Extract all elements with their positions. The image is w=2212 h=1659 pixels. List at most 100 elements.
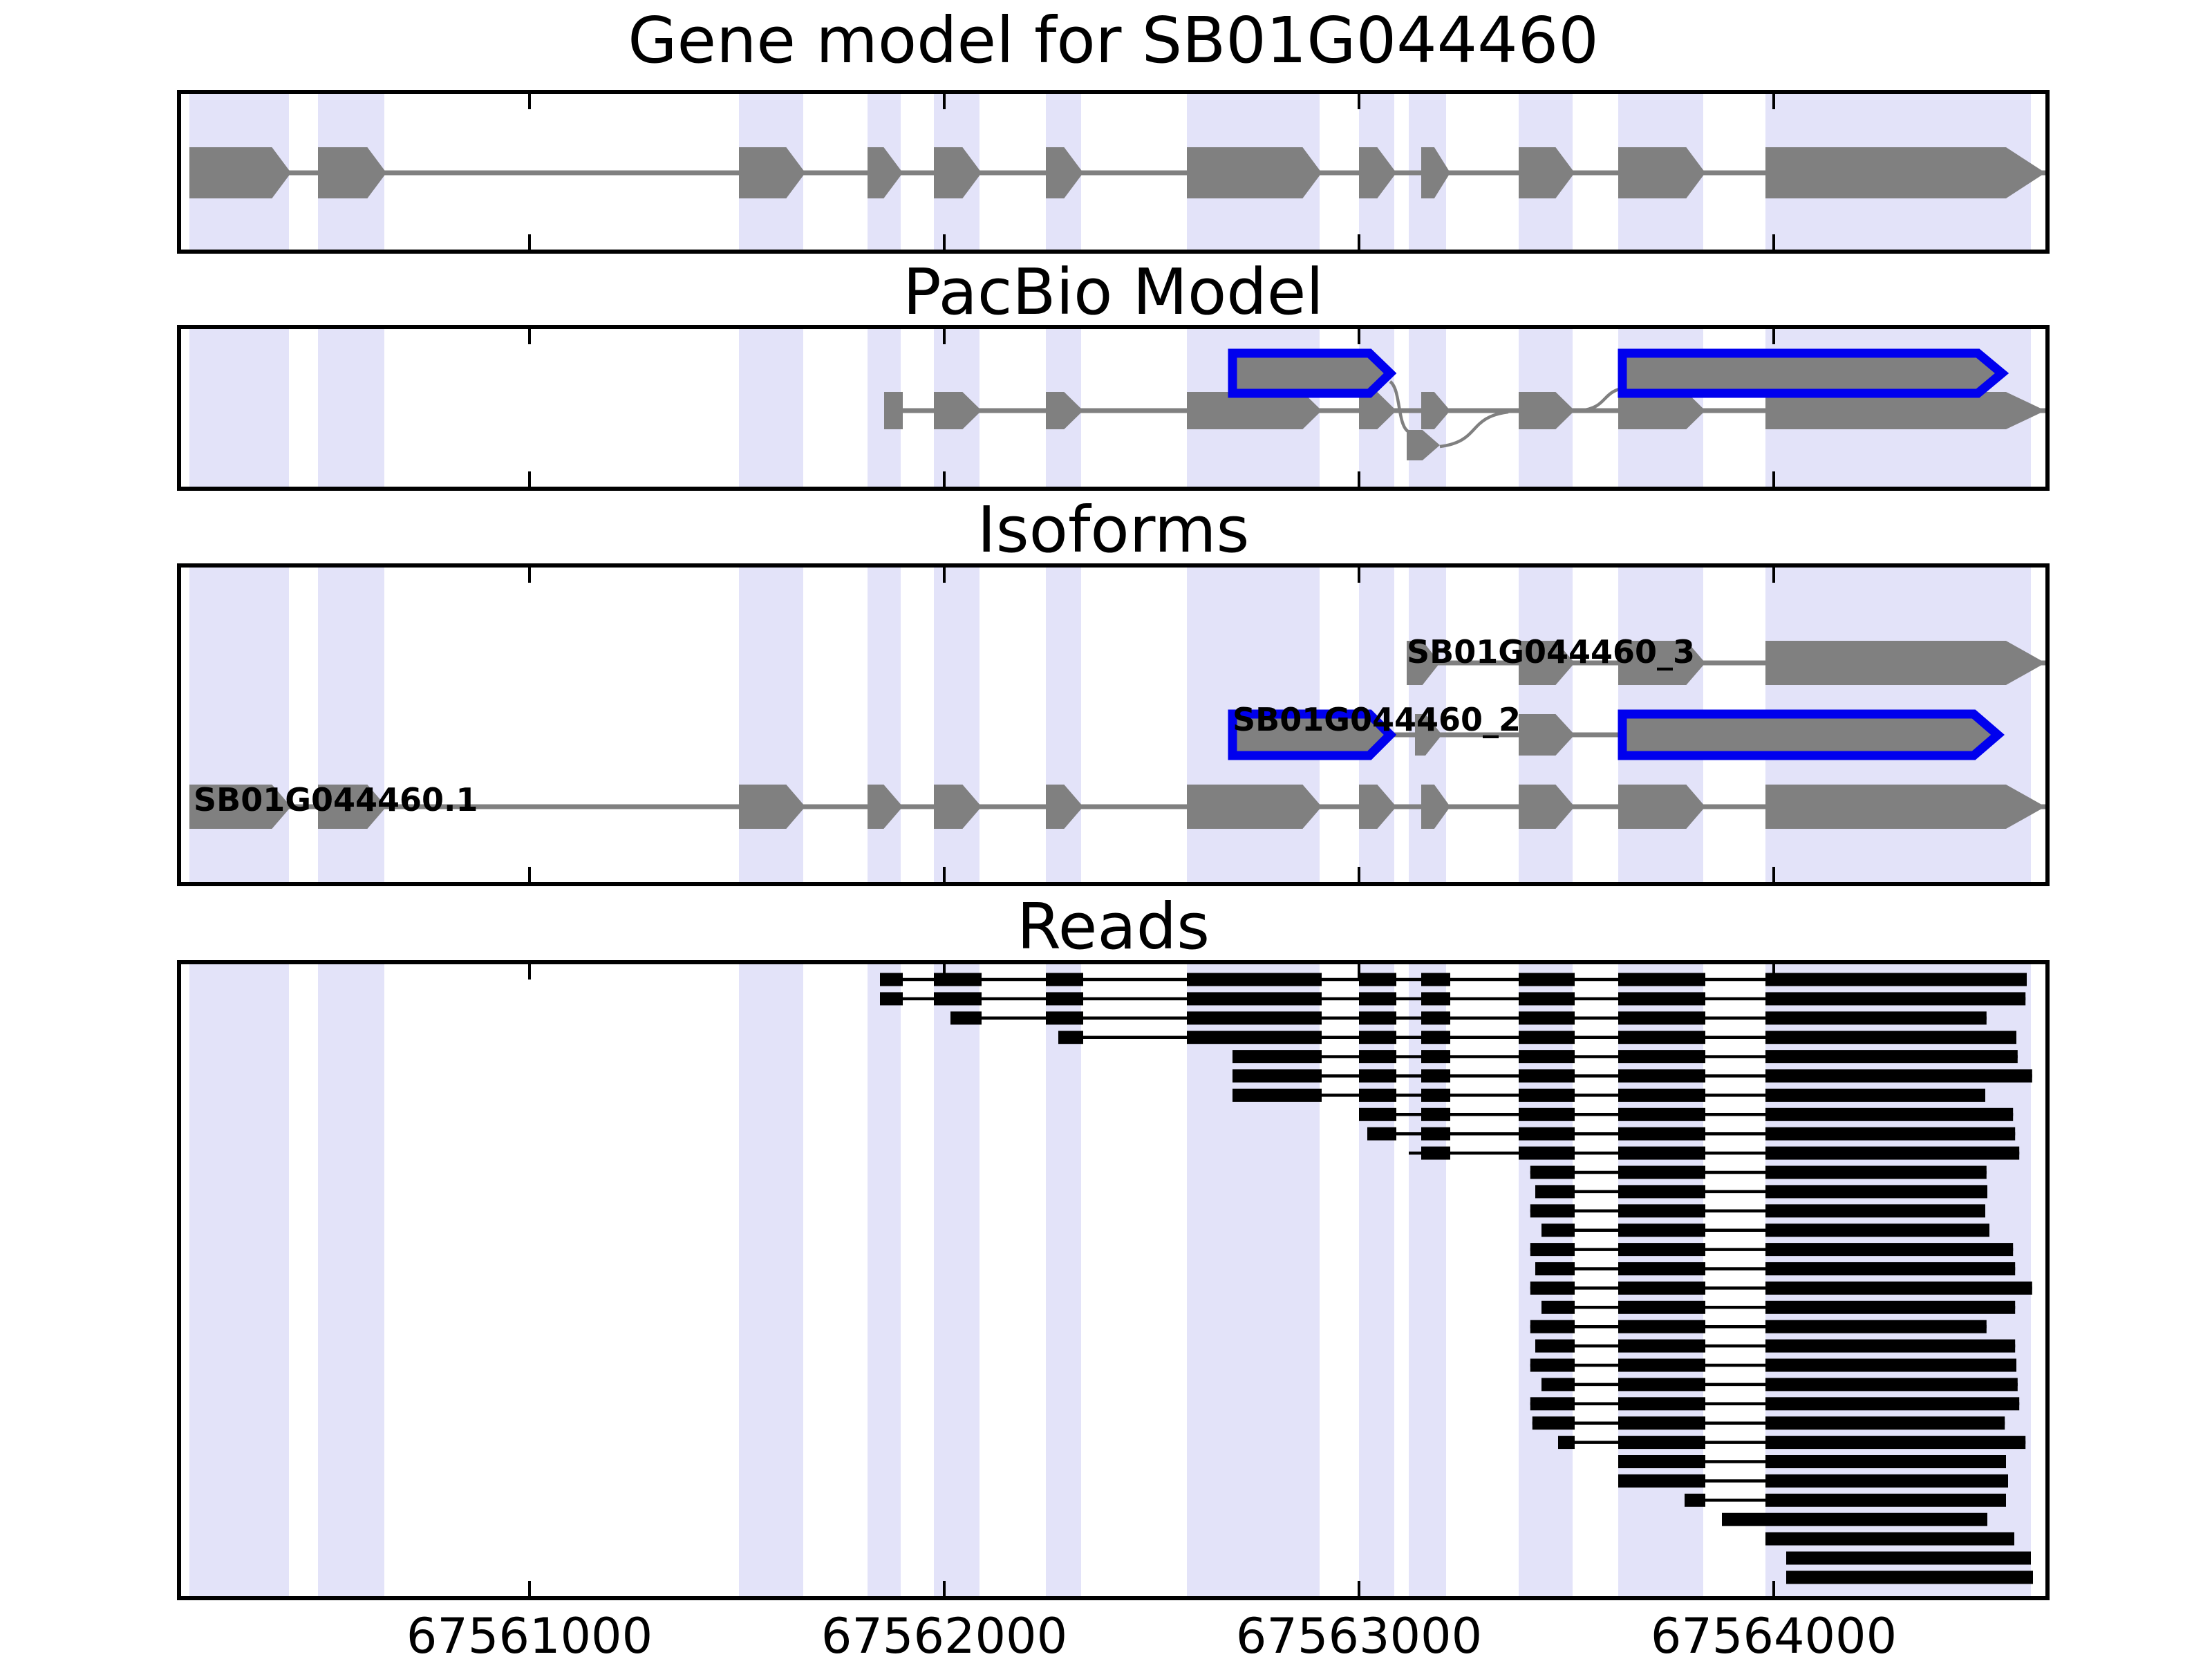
read-exon-block bbox=[1232, 1069, 1322, 1082]
isoform-label-3: SB01G044460_3 bbox=[1407, 633, 1696, 671]
read-exon-block bbox=[1421, 1088, 1450, 1102]
isoforms-panel-border bbox=[177, 563, 2050, 886]
highlight-band bbox=[318, 327, 384, 489]
read-exon-block bbox=[1618, 1127, 1705, 1141]
highlight-band bbox=[934, 565, 980, 884]
exon bbox=[1046, 147, 1083, 198]
highlight-band bbox=[1618, 962, 1703, 1598]
exon bbox=[1618, 641, 1705, 685]
read-exon-block bbox=[1618, 1339, 1705, 1353]
isoform-label-2: SB01G044460_2 bbox=[1232, 701, 1521, 738]
exon bbox=[1359, 785, 1396, 829]
highlight-band bbox=[1519, 962, 1573, 1598]
read-exon-block bbox=[1421, 973, 1450, 986]
read-exon-block bbox=[1519, 1088, 1575, 1102]
reads-panel-border bbox=[177, 960, 2050, 1600]
read-exon-block bbox=[1618, 1281, 1705, 1295]
exon bbox=[868, 785, 903, 829]
read-exon-block bbox=[1786, 1551, 2031, 1565]
read-exon-block bbox=[1541, 1300, 1575, 1314]
read-exon-block bbox=[1618, 1474, 1705, 1488]
highlight-band bbox=[1765, 962, 2031, 1598]
read-exon-block bbox=[1618, 1146, 1705, 1160]
read-exon-block bbox=[1541, 1378, 1575, 1391]
read-exon-block bbox=[1618, 1031, 1705, 1044]
read-exon-block bbox=[1558, 1436, 1575, 1450]
exon bbox=[189, 785, 291, 829]
read-exon-block bbox=[1618, 1088, 1705, 1102]
read-exon-block bbox=[1535, 1185, 1575, 1199]
read-exon-block bbox=[1519, 992, 1575, 1006]
exon bbox=[1519, 392, 1575, 429]
exon bbox=[1407, 641, 1440, 685]
exon bbox=[1765, 392, 2045, 429]
exon bbox=[318, 785, 386, 829]
exon bbox=[1765, 785, 2045, 829]
read-exon-block bbox=[1618, 1378, 1705, 1391]
read-exon-block bbox=[880, 973, 903, 986]
isoform-label-1: SB01G044460.1 bbox=[194, 781, 478, 818]
read-exon-block bbox=[1530, 1358, 1575, 1372]
read-exon-block bbox=[1618, 1300, 1705, 1314]
read-exon-block bbox=[1618, 1436, 1705, 1450]
exon bbox=[1415, 714, 1442, 756]
read-exon-block bbox=[1359, 1069, 1396, 1082]
exon bbox=[1519, 785, 1575, 829]
exon bbox=[1618, 785, 1705, 829]
read-exon-block bbox=[1530, 1204, 1575, 1218]
read-exon-block bbox=[1421, 1107, 1450, 1121]
exon-blue-highlighted bbox=[1228, 348, 1397, 398]
read-exon-block bbox=[1765, 973, 2027, 986]
exon bbox=[1765, 147, 2045, 198]
exon bbox=[1359, 147, 1396, 198]
read-exon-block bbox=[1519, 1107, 1575, 1121]
read-exon-block bbox=[1765, 1455, 2006, 1468]
read-exon-block bbox=[1046, 1011, 1083, 1025]
exon-blue-highlighted bbox=[1618, 709, 2005, 760]
read-exon-block bbox=[1618, 1416, 1705, 1430]
read-exon-block bbox=[1359, 973, 1396, 986]
read-exon-block bbox=[1765, 1416, 2005, 1430]
read-exon-block bbox=[1530, 1397, 1575, 1411]
read-exon-block bbox=[1618, 1320, 1705, 1333]
highlight-band bbox=[739, 565, 803, 884]
read-exon-block bbox=[1535, 1339, 1575, 1353]
highlight-band bbox=[1046, 962, 1081, 1598]
read-exon-block bbox=[1765, 1436, 2026, 1450]
read-exon-block bbox=[1367, 1127, 1396, 1141]
highlight-band bbox=[868, 962, 901, 1598]
read-exon-block bbox=[1359, 992, 1396, 1006]
read-exon-block bbox=[1618, 1107, 1705, 1121]
read-exon-block bbox=[1765, 1281, 2032, 1295]
reads-title: Reads bbox=[1016, 890, 1210, 964]
read-exon-block bbox=[1187, 973, 1322, 986]
exon bbox=[934, 785, 982, 829]
highlight-band bbox=[1409, 962, 1446, 1598]
read-exon-block bbox=[1765, 1165, 1987, 1179]
read-exon-block bbox=[1618, 1224, 1705, 1237]
read-exon-block bbox=[1421, 1146, 1450, 1160]
read-exon-block bbox=[1359, 1011, 1396, 1025]
gene-model-title: Gene model for SB01G044460 bbox=[628, 3, 1599, 77]
exon bbox=[739, 785, 805, 829]
exon bbox=[1407, 430, 1440, 460]
exon bbox=[739, 147, 805, 198]
read-exon-block bbox=[1519, 1127, 1575, 1141]
exon bbox=[1046, 392, 1083, 429]
exon bbox=[868, 147, 903, 198]
exon bbox=[1421, 392, 1450, 429]
highlight-band bbox=[189, 962, 289, 1598]
read-exon-block bbox=[1685, 1493, 1705, 1507]
read-exon-block bbox=[1618, 1243, 1705, 1257]
x-tick-label-67561000: 67561000 bbox=[406, 1608, 653, 1659]
isoforms-title: Isoforms bbox=[977, 493, 1250, 567]
read-exon-block bbox=[1046, 992, 1083, 1006]
exon bbox=[1519, 147, 1575, 198]
read-exon-block bbox=[1519, 973, 1575, 986]
read-exon-block bbox=[1519, 1031, 1575, 1044]
read-exon-block bbox=[1765, 1320, 1987, 1333]
highlight-band bbox=[934, 962, 980, 1598]
read-exon-block bbox=[1541, 1224, 1575, 1237]
exon bbox=[1519, 641, 1575, 685]
read-exon-block bbox=[1765, 1358, 2016, 1372]
